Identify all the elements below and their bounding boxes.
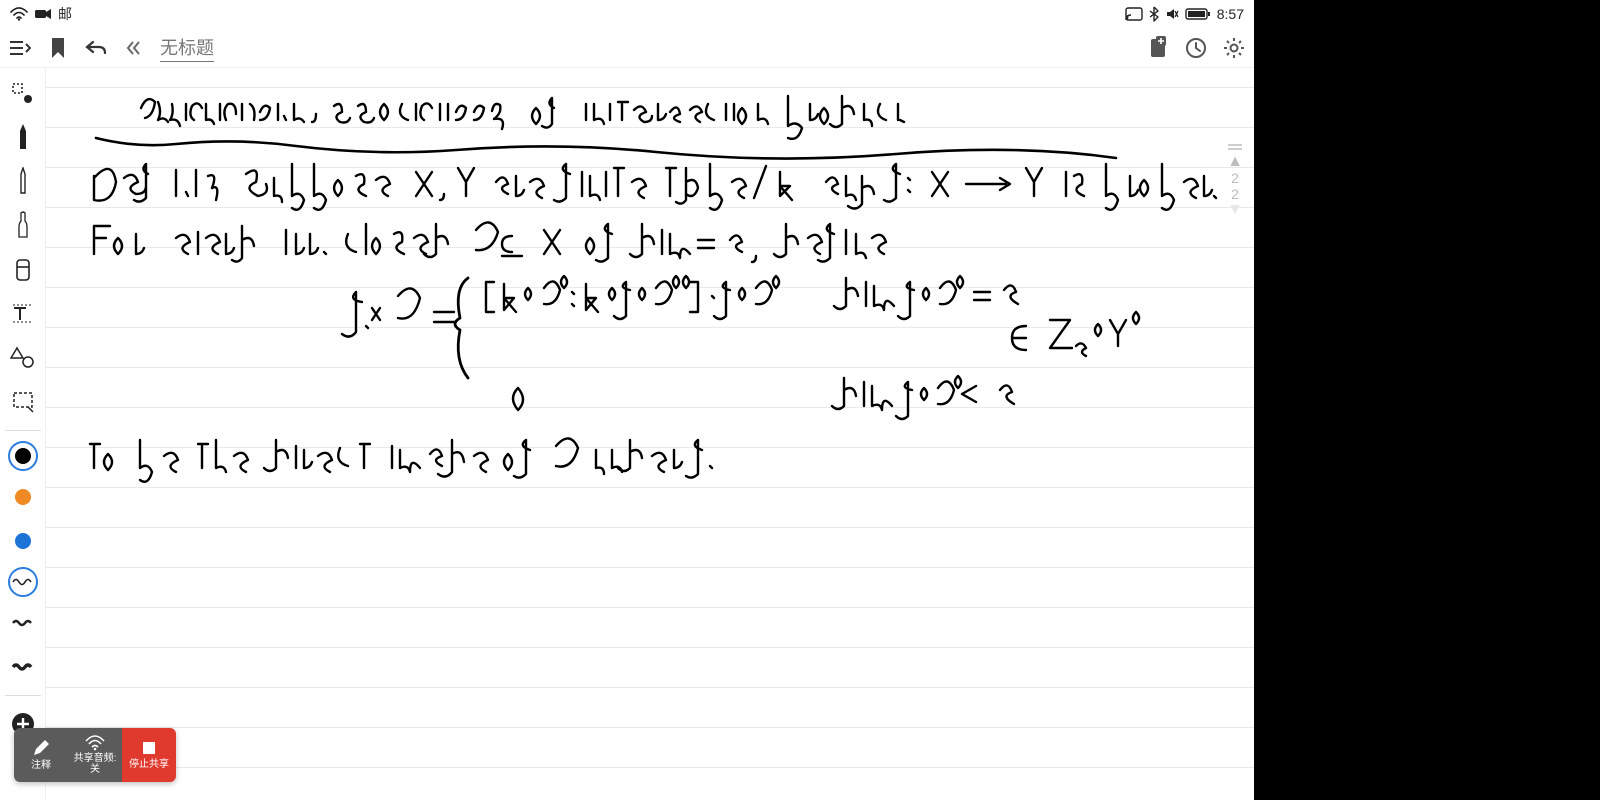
- bluetooth-icon: [1149, 6, 1159, 22]
- stroke-wave-thin[interactable]: [5, 605, 41, 641]
- cast-icon: [1125, 7, 1143, 21]
- main-area: ▲ 2 2 ▼: [0, 68, 1254, 800]
- brush-pen-tool[interactable]: [5, 208, 41, 244]
- text-tool[interactable]: [5, 296, 41, 332]
- bookmark-button[interactable]: [46, 36, 70, 60]
- fountain-pen-tool[interactable]: [5, 120, 41, 156]
- status-bar: 邮 8:57: [0, 0, 1254, 28]
- add-page-button[interactable]: [1146, 36, 1170, 60]
- rail-divider-2: [5, 695, 41, 696]
- share-audio-label: 共享音频: 关: [74, 754, 117, 775]
- shapes-tool[interactable]: [5, 340, 41, 376]
- clock-button[interactable]: [1184, 36, 1208, 60]
- title-bar: 无标题: [0, 28, 1254, 68]
- clock-time: 8:57: [1217, 6, 1244, 22]
- mute-icon: [1165, 7, 1179, 21]
- document-title[interactable]: 无标题: [160, 34, 214, 62]
- select-tool[interactable]: [5, 76, 41, 112]
- wifi-icon: [10, 7, 28, 21]
- battery-icon: [1185, 7, 1211, 21]
- right-black-pane: [1254, 0, 1600, 800]
- fine-pen-tool[interactable]: [5, 164, 41, 200]
- color-blue[interactable]: [5, 523, 41, 559]
- eraser-tool[interactable]: [5, 252, 41, 288]
- stop-share-label: 停止共享: [129, 760, 169, 771]
- color-orange[interactable]: [5, 479, 41, 515]
- stop-share-button[interactable]: 停止共享: [122, 728, 176, 782]
- color-black[interactable]: [8, 441, 38, 471]
- tool-rail: [0, 68, 46, 800]
- outline-toggle-button[interactable]: [8, 36, 32, 60]
- status-right-cluster: 8:57: [1125, 6, 1244, 22]
- camera-icon: [34, 8, 52, 20]
- back-chevron-button[interactable]: [122, 36, 146, 60]
- status-left-cluster: 邮: [10, 4, 72, 24]
- handwriting-layer: [46, 68, 1254, 800]
- note-canvas[interactable]: ▲ 2 2 ▼: [46, 68, 1254, 800]
- rail-divider: [5, 430, 41, 431]
- annotate-label: 注释: [31, 761, 51, 772]
- note-app-window: 邮 8:57: [0, 0, 1254, 800]
- screen-share-toolbar: 注释 共享音频: 关 停止共享: [14, 728, 176, 782]
- mail-icon: 邮: [58, 4, 72, 24]
- undo-button[interactable]: [84, 36, 108, 60]
- annotate-button[interactable]: 注释: [14, 728, 68, 782]
- share-audio-button[interactable]: 共享音频: 关: [68, 728, 122, 782]
- stroke-wave-selected[interactable]: [8, 567, 38, 597]
- stroke-wave-thick[interactable]: [5, 649, 41, 685]
- lasso-tool[interactable]: [5, 384, 41, 420]
- settings-gear-button[interactable]: [1222, 36, 1246, 60]
